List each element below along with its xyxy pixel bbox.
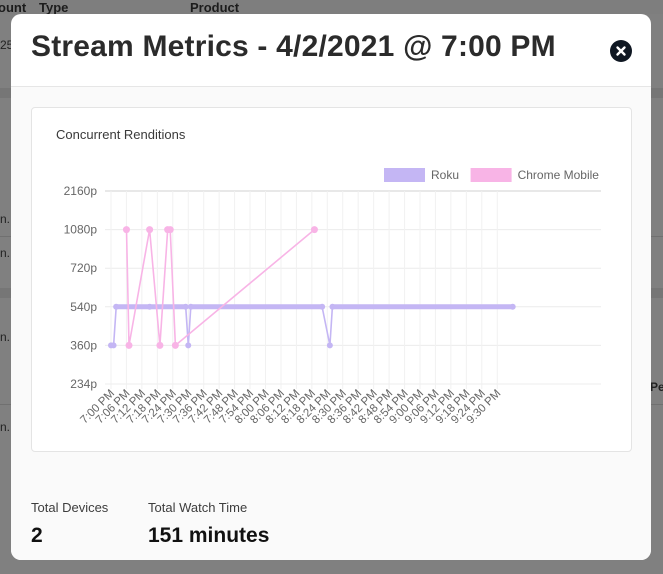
stat-label: Total Watch Time	[148, 500, 248, 515]
stat-total-devices: Total Devices 2	[31, 500, 108, 548]
y-tick-label: 360p	[70, 338, 97, 352]
data-point	[113, 303, 120, 310]
data-point	[185, 342, 192, 349]
data-point	[187, 303, 194, 310]
data-point	[171, 341, 179, 349]
legend-label: Chrome Mobile	[518, 168, 600, 182]
legend-swatch	[470, 168, 512, 182]
y-tick-label: 234p	[70, 377, 97, 391]
background-cell: n.	[0, 212, 11, 226]
close-button[interactable]	[610, 40, 632, 62]
legend-swatch	[384, 168, 425, 182]
modal-title: Stream Metrics - 4/2/2021 @ 7:00 PM	[31, 30, 556, 63]
legend-label: Roku	[431, 168, 459, 182]
close-icon	[616, 46, 626, 56]
chart-card: Concurrent Renditions 234p 360p 540p 720p 10…	[31, 107, 632, 452]
stat-value: 151 minutes	[148, 524, 270, 547]
background-header-type: Type	[39, 0, 69, 15]
background-table-header	[0, 0, 663, 14]
chart-title: Concurrent Renditions	[56, 127, 186, 142]
modal-body: Concurrent Renditions 234p 360p 540p 720p 10…	[11, 87, 651, 560]
data-point	[166, 226, 174, 234]
data-point	[329, 303, 336, 310]
background-cell: 25	[0, 38, 14, 52]
data-point	[326, 342, 333, 349]
y-tick-label: 540p	[70, 300, 97, 314]
data-point	[509, 303, 516, 310]
data-point	[110, 342, 117, 349]
data-point	[156, 341, 164, 349]
data-point	[310, 226, 318, 234]
series-line-chrome-mobile	[125, 228, 315, 348]
stat-label: Total Devices	[31, 500, 109, 515]
background-cell: n.	[0, 246, 11, 260]
data-point	[146, 226, 154, 234]
y-tick-label: 2160p	[64, 184, 98, 198]
stat-total-watch-time: Total Watch Time 151 minutes	[148, 500, 269, 548]
data-point	[146, 303, 153, 310]
stream-metrics-modal: Stream Metrics - 4/2/2021 @ 7:00 PM Conc…	[11, 14, 651, 560]
background-cell: Pe	[650, 380, 663, 394]
data-point	[122, 226, 130, 234]
data-point	[125, 341, 133, 349]
background-header-count: ount	[0, 0, 27, 15]
y-tick-label: 720p	[70, 261, 97, 275]
background-cell: n.	[0, 420, 11, 434]
data-point	[319, 303, 326, 310]
background-header-product: Product	[190, 0, 240, 15]
stat-value: 2	[31, 524, 43, 547]
data-point	[182, 303, 189, 310]
y-tick-label: 1080p	[64, 223, 98, 237]
modal-header: Stream Metrics - 4/2/2021 @ 7:00 PM	[11, 14, 651, 87]
background-cell: n.	[0, 330, 11, 344]
